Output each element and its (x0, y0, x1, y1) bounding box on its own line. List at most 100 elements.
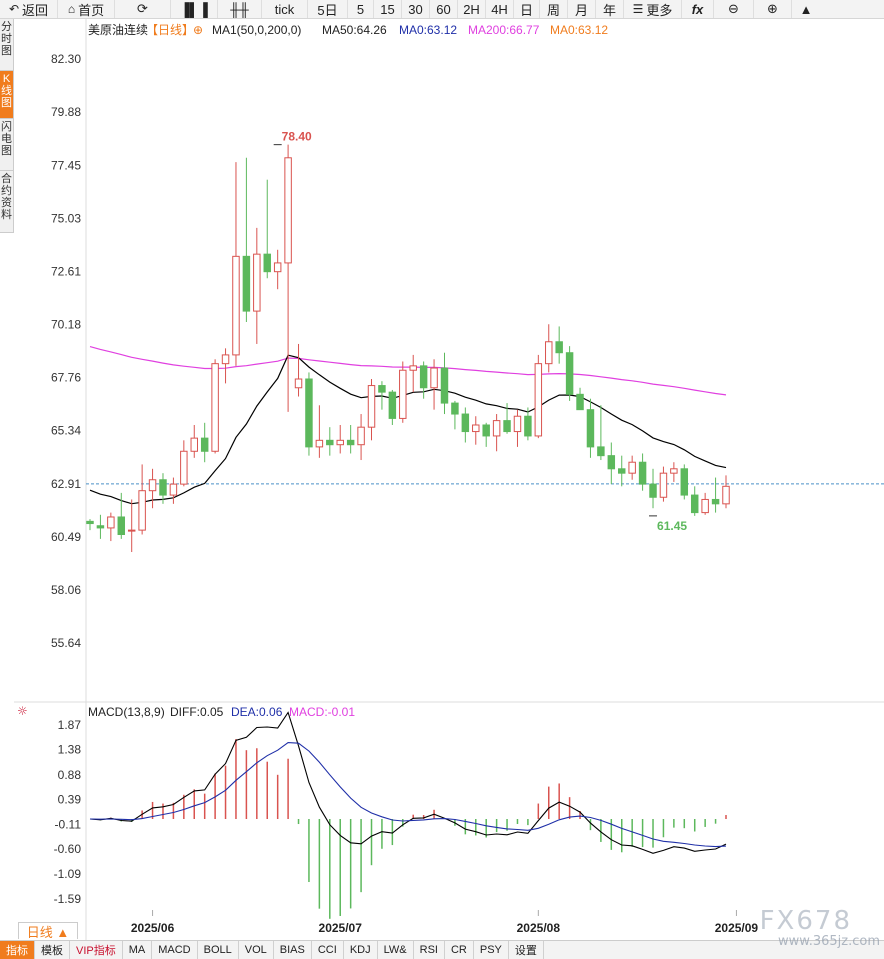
legend-settings-icon[interactable]: ⊕ (193, 23, 203, 37)
candle-body (232, 255, 240, 356)
x-axis-tick-label: 2025/09 (715, 921, 759, 935)
period-year[interactable]: 年 (596, 0, 624, 18)
collapse-button[interactable]: ▲ (792, 0, 820, 18)
candle-body (107, 516, 115, 529)
candle-body (200, 437, 209, 452)
indicator-vol[interactable]: VOL (239, 941, 274, 959)
period-2h[interactable]: 2H (458, 0, 486, 18)
indicator-lwr[interactable]: LW& (378, 941, 414, 959)
candle-body (649, 483, 657, 498)
candle-body (159, 479, 167, 496)
price-annotations: 78.40 61.45 (273, 130, 687, 533)
collapse-icon: ▲ (799, 1, 813, 17)
indicator-boll[interactable]: BOLL (198, 941, 239, 959)
zoom-in-button[interactable]: ⊕ (754, 0, 792, 18)
candle-body (127, 529, 136, 532)
macd-y-tick-label: 1.38 (58, 743, 82, 757)
price-y-tick-label: 55.64 (51, 636, 81, 650)
vip-indicator-tab[interactable]: VIP指标 (70, 941, 123, 959)
indicator-bias[interactable]: BIAS (274, 941, 312, 959)
indicator-tab[interactable]: 指标 (0, 941, 35, 959)
candle-body (597, 446, 605, 457)
legend-ma200: MA200:66.77 (468, 23, 540, 37)
candle-body (388, 391, 397, 419)
indicator-ma[interactable]: MA (123, 941, 153, 959)
indicator-rsi[interactable]: RSI (414, 941, 445, 959)
price-y-tick-label: 75.03 (51, 211, 81, 225)
x-axis-tick-label: 2025/06 (131, 921, 175, 935)
candle-body (399, 369, 407, 419)
back-arrow-icon: ↶ (8, 2, 20, 16)
zoom-out-icon: ⊖ (728, 1, 739, 16)
indicator-cr[interactable]: CR (445, 941, 474, 959)
x-axis-tick-label: 2025/07 (319, 921, 363, 935)
period-day[interactable]: 日 (514, 0, 540, 18)
home-button[interactable]: ⌂ 首页 (58, 0, 115, 18)
candle-body (482, 424, 490, 437)
settings-tab[interactable]: 设置 (509, 941, 544, 959)
refresh-button[interactable]: ⟳ (115, 0, 171, 18)
macd-legend-diff: DIFF:0.05 (170, 705, 224, 719)
candle-body (180, 450, 188, 485)
candle-body (221, 354, 230, 365)
candle-body (628, 461, 636, 474)
macd-legend-dea: DEA:0.06 (231, 705, 283, 719)
fx-button[interactable]: fx (682, 0, 714, 18)
ma200-line (89, 346, 727, 396)
candle-body (326, 439, 334, 446)
candle-body (253, 253, 261, 312)
price-y-tick-label: 70.18 (51, 318, 81, 332)
period-5day[interactable]: 5日 (308, 0, 348, 18)
indicator-macd[interactable]: MACD (152, 941, 198, 959)
period-4h[interactable]: 4H (486, 0, 514, 18)
indicator-psy[interactable]: PSY (474, 941, 509, 959)
more-button[interactable]: ☰ 更多 (624, 0, 682, 18)
candle-body (545, 341, 553, 365)
candle-body (451, 402, 459, 415)
dayline-tab[interactable]: 日线 ▲ (18, 922, 78, 940)
candle-body (607, 455, 616, 470)
bar-chart-icon: ▐▌▐ (180, 1, 208, 17)
sidebar-item-timeshare[interactable]: 分时图 (0, 19, 13, 71)
candle-body (378, 385, 386, 393)
bar-chart-button[interactable]: ▐▌▐ (171, 0, 218, 18)
candle-body (461, 413, 470, 433)
macd-y-axis: 1.87 1.38 0.88 0.39 -0.11 -0.60 -1.09 -1.59 (54, 718, 82, 906)
period-week[interactable]: 周 (540, 0, 568, 18)
period-60[interactable]: 60 (430, 0, 458, 18)
macd-settings-icon[interactable]: ☼ (17, 704, 28, 718)
candle-body (638, 461, 647, 485)
price-y-axis: 82.30 79.88 77.45 75.03 72.61 70.18 67.76 65.34… (51, 52, 81, 650)
period-tick[interactable]: tick (262, 0, 308, 18)
candle-body (273, 262, 282, 273)
candle-body (305, 378, 313, 448)
candlestick-icon: ╫╫ (230, 1, 249, 17)
price-y-tick-label: 60.49 (51, 530, 81, 544)
sidebar-item-flash[interactable]: 闪电图 (0, 119, 13, 171)
period-15[interactable]: 15 (374, 0, 402, 18)
legend-period[interactable]: 【日线】 (146, 23, 194, 37)
candle-body (576, 393, 584, 411)
back-button[interactable]: ↶ 返回 (0, 0, 58, 18)
macd-histogram (99, 739, 727, 919)
period-5[interactable]: 5 (348, 0, 374, 18)
period-month[interactable]: 月 (568, 0, 596, 18)
candle-body (96, 525, 105, 529)
sidebar-item-contract[interactable]: 合约资料 (0, 171, 13, 233)
candle-body (555, 341, 563, 354)
indicator-cci[interactable]: CCI (312, 941, 344, 959)
macd-legend-params: MACD(13,8,9) (88, 705, 165, 719)
annotation-label: 78.40 (282, 130, 312, 144)
template-tab[interactable]: 模板 (35, 941, 70, 959)
candlestick-button[interactable]: ╫╫ (218, 0, 262, 18)
period-30[interactable]: 30 (402, 0, 430, 18)
candle-body (565, 352, 574, 395)
candle-body (618, 468, 626, 474)
indicator-kdj[interactable]: KDJ (344, 941, 378, 959)
x-axis: 2025/06 2025/07 2025/08 2025/09 (131, 910, 759, 935)
sidebar-item-kline[interactable]: K线图 (0, 71, 13, 119)
legend-instrument: 美原油连续 (88, 22, 148, 37)
macd-y-tick-label: -0.60 (54, 842, 82, 856)
zoom-out-button[interactable]: ⊖ (714, 0, 754, 18)
